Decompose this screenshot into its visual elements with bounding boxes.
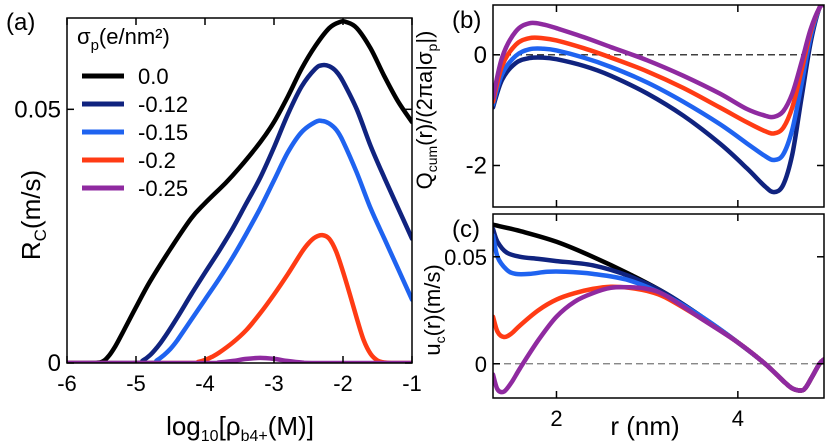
panel-c-xlabel: r (nm) <box>610 411 679 441</box>
panel-a-legend: σp(e/nm²) 0.0 -0.12 -0.15 -0.2 -0.25 <box>77 24 188 201</box>
panel-a: -6 -5 -4 -3 -2 -1 0 0.05 (a) RC(m/s) log10[ρb4+… <box>6 9 422 445</box>
panel-c-ytick-label: 0.05 <box>444 245 487 270</box>
legend-label-1: 0.0 <box>138 64 169 89</box>
panel-c-ticks: 2 4 0 0.05 <box>444 214 824 431</box>
panel-b-frame <box>492 4 825 208</box>
panel-a-xtick-label: -6 <box>57 371 77 396</box>
panel-b-series-line-3 <box>493 5 824 136</box>
panel-c-ytick-label: 0 <box>475 352 487 377</box>
legend-label-3: -0.15 <box>138 120 188 145</box>
panel-c-xtick-label: 4 <box>732 406 744 431</box>
panel-b-ticks: 0 -2 <box>466 5 824 207</box>
panel-a-xtick-label: -1 <box>402 371 422 396</box>
panel-a-series-line-3 <box>67 118 412 363</box>
panel-a-label: (a) <box>6 9 35 36</box>
panel-b-series-line-1 <box>493 5 824 195</box>
panel-a-series-line-1 <box>67 19 412 363</box>
panel-a-frame <box>66 17 413 364</box>
panel-b-series-line-2 <box>493 5 824 163</box>
panel-b-series <box>493 5 824 195</box>
panel-a-ytick-label: 0 <box>48 350 61 377</box>
panel-a-ylabel: RC(m/s) <box>16 170 50 260</box>
panel-a-series-line-2 <box>67 62 412 363</box>
panel-c-label: (c) <box>452 216 480 243</box>
panel-c-frame <box>492 213 825 399</box>
panel-c-xtick-label: 2 <box>550 406 562 431</box>
panel-a-series <box>67 19 412 363</box>
panel-b-ytick-label: -2 <box>466 152 487 179</box>
panel-b: 0 -2 (b) Qcum(r)/(2πa|σp|) <box>412 4 825 208</box>
panel-a-xtick-label: -4 <box>195 371 215 396</box>
panel-a-series-line-4 <box>67 232 412 363</box>
panel-c-series <box>493 222 824 395</box>
panel-a-xlabel: log10[ρb4+(M)] <box>166 411 314 445</box>
panel-b-series-line-4 <box>493 5 824 120</box>
panel-a-ticks: -6 -5 -4 -3 -2 -1 0 0.05 <box>14 18 422 396</box>
panel-a-ytick-label: 0.05 <box>14 96 61 123</box>
panel-c-series-line-5 <box>493 284 824 395</box>
panel-c-ylabel: uc(r)(m/s) <box>420 264 448 355</box>
panel-b-label: (b) <box>452 7 481 34</box>
legend-title: σp(e/nm²) <box>77 24 170 54</box>
panel-a-xtick-label: -5 <box>126 371 146 396</box>
panel-c: 2 4 0 0.05 (c) uc(r)(m/s) r (nm) <box>420 213 825 441</box>
legend-label-4: -0.2 <box>138 148 176 173</box>
panel-a-xtick-label: -2 <box>333 371 353 396</box>
legend-label-5: -0.25 <box>138 176 188 201</box>
panel-b-ylabel: Qcum(r)/(2πa|σp|) <box>412 31 440 190</box>
panel-a-xtick-label: -3 <box>264 371 284 396</box>
legend-label-2: -0.12 <box>138 92 188 117</box>
panel-b-ytick-label: 0 <box>474 42 487 69</box>
